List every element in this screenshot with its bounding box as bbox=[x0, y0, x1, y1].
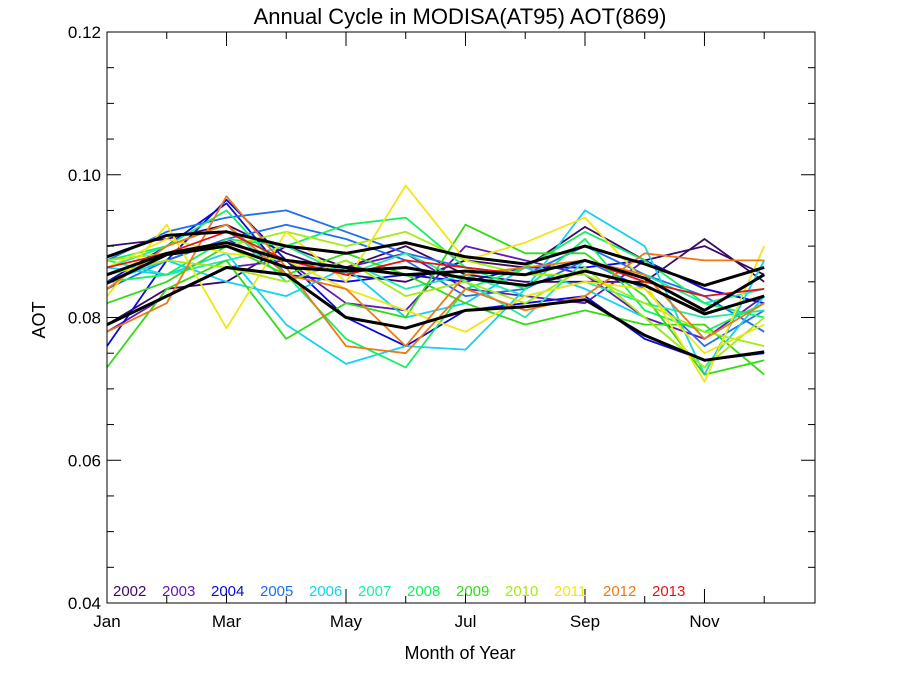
legend-entry-2013: 2013 bbox=[652, 583, 685, 600]
legend-entry-2009: 2009 bbox=[456, 583, 489, 600]
y-axis-label: AOT bbox=[29, 301, 49, 338]
y-tick-label: 0.04 bbox=[68, 594, 101, 613]
legend: 2002 2003 2004 2005 2006 2007 2008 2009 2010 2011… bbox=[113, 583, 685, 600]
series-line-25 bbox=[106, 244, 765, 316]
y-tick-label: 0.10 bbox=[68, 166, 101, 185]
series-line-17 bbox=[106, 259, 765, 369]
y-tick-label: 0.12 bbox=[68, 23, 101, 42]
x-axis-label: Month of Year bbox=[404, 643, 515, 663]
x-tick-label: Mar bbox=[212, 612, 242, 631]
legend-entry-2011: 2011 bbox=[554, 583, 586, 600]
series-line-6 bbox=[106, 209, 765, 333]
series-line-23 bbox=[106, 230, 765, 287]
legend-entry-2005: 2005 bbox=[260, 583, 293, 600]
legend-entry-2007: 2007 bbox=[358, 583, 391, 600]
y-tick-label: 0.06 bbox=[68, 451, 101, 470]
series-line-26 bbox=[106, 266, 765, 362]
ticks-layer: 0.04 0.06 0.08 0.10 0.12 Jan Mar May Jul Sep Nov bbox=[68, 23, 815, 631]
x-tick-label: Jan bbox=[93, 612, 120, 631]
series-line-20 bbox=[106, 195, 765, 355]
plot-frame bbox=[106, 31, 816, 604]
legend-entry-2002: 2002 bbox=[113, 583, 146, 600]
legend-entry-2004: 2004 bbox=[211, 583, 244, 600]
chart-title: Annual Cycle in MODISA(AT95) AOT(869) bbox=[254, 4, 667, 29]
x-tick-label: Jul bbox=[455, 612, 477, 631]
legend-entry-2012: 2012 bbox=[603, 583, 636, 600]
series-layer bbox=[106, 184, 766, 383]
legend-entry-2008: 2008 bbox=[407, 583, 440, 600]
legend-entry-2006: 2006 bbox=[309, 583, 342, 600]
series-line-21 bbox=[106, 223, 765, 348]
x-tick-label: May bbox=[330, 612, 363, 631]
series-line-14 bbox=[106, 223, 765, 376]
legend-entry-2003: 2003 bbox=[162, 583, 195, 600]
x-tick-label: Sep bbox=[570, 612, 600, 631]
x-tick-label: Nov bbox=[689, 612, 720, 631]
y-tick-label: 0.08 bbox=[68, 309, 101, 328]
legend-entry-2010: 2010 bbox=[505, 583, 538, 600]
series-line-10 bbox=[106, 245, 765, 319]
